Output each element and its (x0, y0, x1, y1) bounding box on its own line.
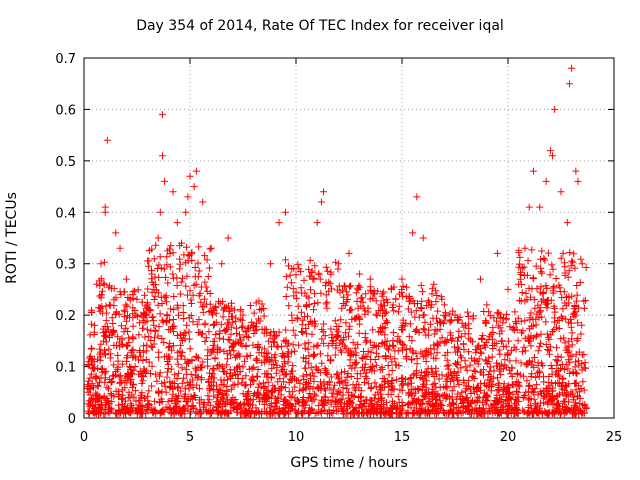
y-tick-label: 0.5 (55, 155, 76, 170)
data-point (521, 244, 529, 252)
data-point (345, 249, 353, 257)
data-point (156, 208, 164, 216)
data-point (525, 203, 533, 211)
data-point (161, 177, 169, 185)
x-axis-label: GPS time / hours (290, 455, 408, 471)
data-point (483, 301, 491, 309)
data-point (122, 275, 130, 283)
x-tick-label: 5 (186, 430, 194, 445)
data-point (493, 249, 501, 257)
data-point (557, 188, 565, 196)
data-point (267, 260, 275, 268)
data-point (173, 219, 181, 227)
data-point (91, 321, 99, 329)
data-point (546, 147, 554, 155)
data-point (568, 64, 576, 72)
data-point (192, 167, 200, 175)
data-point (476, 275, 484, 283)
x-tick-label: 20 (500, 430, 517, 445)
data-point (224, 234, 232, 242)
y-tick-label: 0.4 (55, 206, 76, 221)
data-point (542, 177, 550, 185)
data-point (103, 136, 111, 144)
data-point (190, 183, 198, 191)
data-point (158, 111, 166, 119)
data-point (158, 152, 166, 160)
data-point (572, 167, 580, 175)
data-point (186, 172, 194, 180)
data-point (440, 301, 448, 309)
data-point (101, 203, 109, 211)
data-point (430, 280, 438, 288)
data-point (281, 208, 289, 216)
data-point (275, 219, 283, 227)
y-tick-label: 0.1 (55, 361, 76, 376)
x-tick-label: 25 (606, 430, 623, 445)
data-point (317, 198, 325, 206)
data-point (218, 260, 226, 268)
data-point (398, 275, 406, 283)
x-tick-label: 10 (288, 430, 305, 445)
data-point (97, 260, 105, 268)
x-tick-label: 0 (80, 430, 88, 445)
y-tick-label: 0 (68, 412, 76, 427)
data-point (356, 270, 364, 278)
data-point (529, 167, 537, 175)
data-point (574, 177, 582, 185)
data-point (536, 203, 544, 211)
data-point (549, 152, 557, 160)
data-point (366, 275, 374, 283)
data-point (409, 229, 417, 237)
data-point (551, 105, 559, 113)
data-point (504, 285, 512, 293)
plot-frame (83, 57, 615, 419)
data-point (182, 208, 190, 216)
y-tick-label: 0.6 (55, 103, 76, 118)
data-point (313, 219, 321, 227)
data-point (154, 234, 162, 242)
data-point (377, 301, 385, 309)
data-point-cloud (83, 241, 590, 418)
y-tick-label: 0.2 (55, 309, 76, 324)
y-tick-label: 0.3 (55, 258, 76, 273)
data-point (565, 80, 573, 88)
data-point (413, 193, 421, 201)
data-point (169, 188, 177, 196)
data-point (207, 244, 215, 252)
chart-title: Day 354 of 2014, Rate Of TEC Index for r… (136, 18, 504, 34)
data-point (563, 219, 571, 227)
y-tick-label: 0.7 (55, 52, 76, 67)
data-point (199, 198, 207, 206)
data-point (184, 193, 192, 201)
data-point (105, 301, 113, 309)
data-point (419, 234, 427, 242)
data-point (239, 311, 247, 319)
data-point (116, 244, 124, 252)
x-tick-label: 15 (394, 430, 411, 445)
data-point (320, 188, 328, 196)
data-point (112, 229, 120, 237)
data-point (578, 260, 586, 268)
